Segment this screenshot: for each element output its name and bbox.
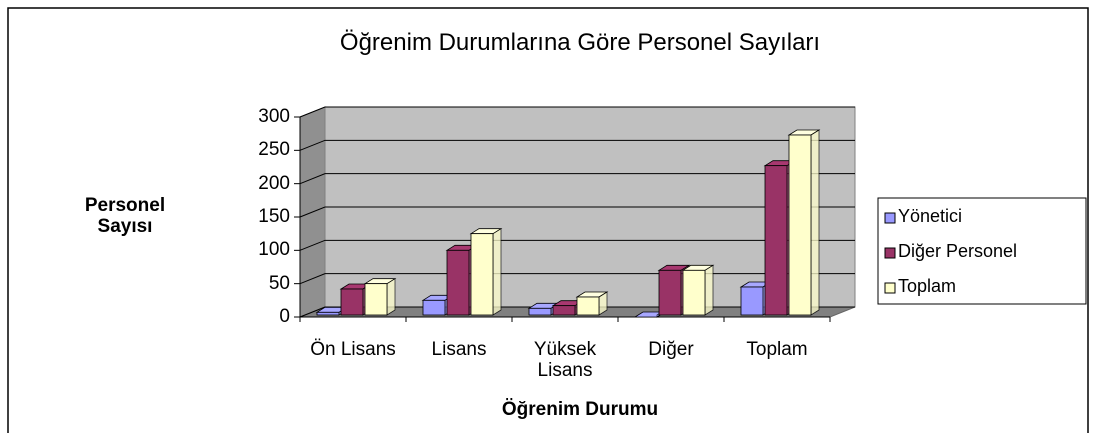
legend-swatch xyxy=(884,282,896,294)
bar xyxy=(422,299,446,316)
y-tick-label: 50 xyxy=(268,272,290,294)
y-axis-title: Personel Sayısı xyxy=(84,195,166,237)
bar-side xyxy=(810,129,820,316)
legend-swatch xyxy=(884,247,896,259)
y-tick-label: 0 xyxy=(279,306,290,327)
x-tick-label: Lisans xyxy=(431,339,487,360)
x-tick-label: Ön Lisans xyxy=(310,339,396,360)
legend-swatch xyxy=(884,212,896,224)
bar xyxy=(658,269,682,316)
bar xyxy=(340,288,364,316)
bar xyxy=(576,296,600,316)
y-tick-label: 100 xyxy=(258,239,290,261)
x-axis-title: Öğrenim Durumu xyxy=(501,399,659,420)
bar xyxy=(316,311,340,316)
legend-label: Diğer Personel xyxy=(898,241,1018,261)
bar xyxy=(682,269,706,316)
bar xyxy=(470,233,494,316)
y-tick-label: 300 xyxy=(258,106,290,127)
y-tick-label: 150 xyxy=(258,206,290,227)
bar-side xyxy=(492,227,502,316)
bar xyxy=(552,305,576,316)
grid-line xyxy=(299,173,855,185)
bar xyxy=(788,134,812,316)
chart-title: Öğrenim Durumlarına Göre Personel Sayıla… xyxy=(339,29,821,56)
bar xyxy=(764,165,788,316)
x-tick-label: Yüksek Lisans xyxy=(533,339,597,381)
grid-line xyxy=(299,106,855,118)
bar xyxy=(364,283,388,316)
x-tick-label: Diğer xyxy=(648,339,694,360)
bar-side xyxy=(704,264,714,316)
bar xyxy=(740,286,764,316)
legend-label: Toplam xyxy=(898,276,957,296)
bar xyxy=(528,307,552,316)
grid-line xyxy=(299,139,855,151)
legend-box xyxy=(877,197,1087,305)
grid-line xyxy=(299,206,855,218)
legend-label: Yönetici xyxy=(898,206,963,226)
x-tick-label: Toplam xyxy=(746,339,808,360)
bar xyxy=(446,249,470,316)
y-tick-label: 250 xyxy=(258,139,290,161)
bar-side xyxy=(386,277,396,316)
grid-line xyxy=(299,239,855,251)
y-tick-label: 200 xyxy=(258,172,290,194)
